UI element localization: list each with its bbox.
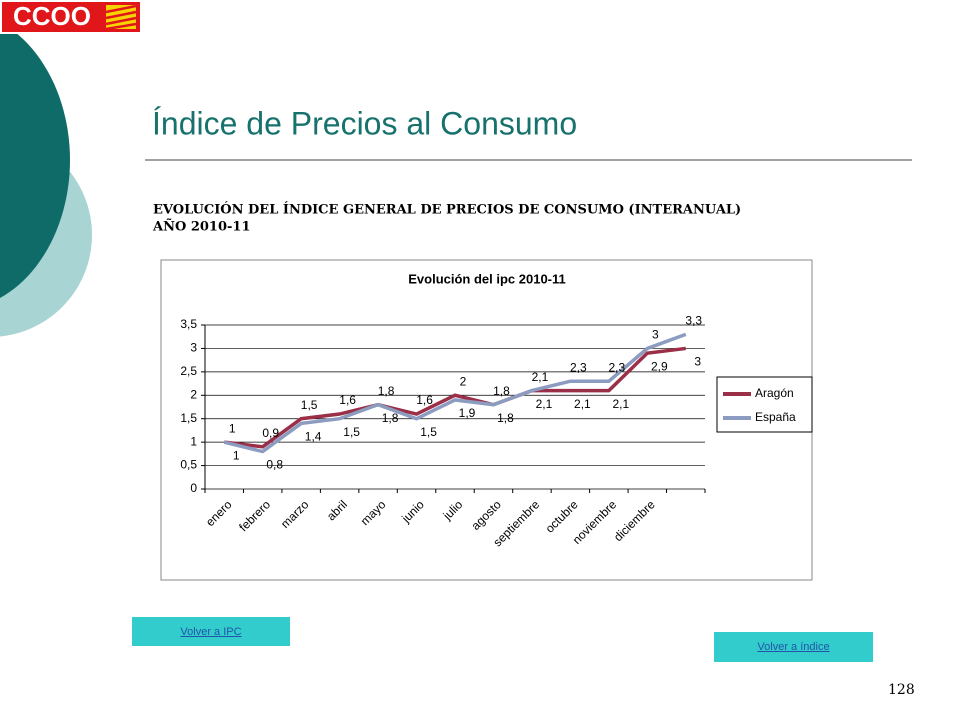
legend-box xyxy=(716,376,813,433)
legend-label: Aragón xyxy=(755,386,794,400)
logo-text: CCOO xyxy=(13,1,91,31)
data-label: 1 xyxy=(229,421,236,435)
deco-circle xyxy=(0,22,70,298)
data-label: 1 xyxy=(233,448,240,462)
y-tick-label: 0 xyxy=(190,481,197,495)
data-label: 2,1 xyxy=(613,397,630,411)
chart-frame xyxy=(160,259,813,581)
data-label: 3 xyxy=(694,355,701,369)
y-tick-label: 0,5 xyxy=(180,458,197,472)
data-label: 1,5 xyxy=(420,425,437,439)
y-tick-label: 3,5 xyxy=(180,317,197,331)
data-label: 0,8 xyxy=(266,458,283,472)
data-label: 1,9 xyxy=(459,406,476,420)
data-label: 1,5 xyxy=(343,425,360,439)
page-number: 128 xyxy=(888,682,915,698)
slide-title: Índice de Precios al Consumo xyxy=(152,105,577,141)
data-label: 2 xyxy=(460,374,467,388)
data-label: 2,3 xyxy=(570,360,587,374)
chart-title: Evolución del ipc 2010-11 xyxy=(408,271,566,286)
data-label: 1,8 xyxy=(382,411,399,425)
data-label: 2,1 xyxy=(532,370,549,384)
data-label: 1,6 xyxy=(339,393,356,407)
data-label: 1,8 xyxy=(497,411,514,425)
data-label: 2,1 xyxy=(574,397,591,411)
button[interactable]: Volver a IPC xyxy=(132,617,290,646)
data-label: 2,1 xyxy=(536,397,553,411)
series-line xyxy=(223,332,687,454)
y-tick-label: 2 xyxy=(190,387,197,401)
data-label: 2,3 xyxy=(609,360,626,374)
data-label: 2,9 xyxy=(651,359,668,373)
y-tick-label: 1,5 xyxy=(180,411,197,425)
series-line xyxy=(224,346,686,449)
data-label: 1,4 xyxy=(305,430,322,444)
data-label: 3,3 xyxy=(685,314,702,328)
data-label: 1,6 xyxy=(416,393,433,407)
subtitle: EVOLUCIÓN DEL ÍNDICE GENERAL DE PRECIOS … xyxy=(153,201,741,218)
data-label: 1,8 xyxy=(378,384,395,398)
data-label: 1,5 xyxy=(301,398,318,412)
button[interactable]: Volver a índice xyxy=(714,632,873,662)
y-tick-label: 1 xyxy=(190,434,197,448)
y-tick-label: 2,5 xyxy=(180,364,197,378)
y-tick-label: 3 xyxy=(190,341,197,355)
legend-label: España xyxy=(755,410,796,424)
data-label: 3 xyxy=(652,328,659,342)
logo-flag xyxy=(105,4,137,31)
subtitle: AÑO 2010-11 xyxy=(152,219,251,235)
data-label: 1,8 xyxy=(493,384,510,398)
data-label: 0,9 xyxy=(262,426,279,440)
